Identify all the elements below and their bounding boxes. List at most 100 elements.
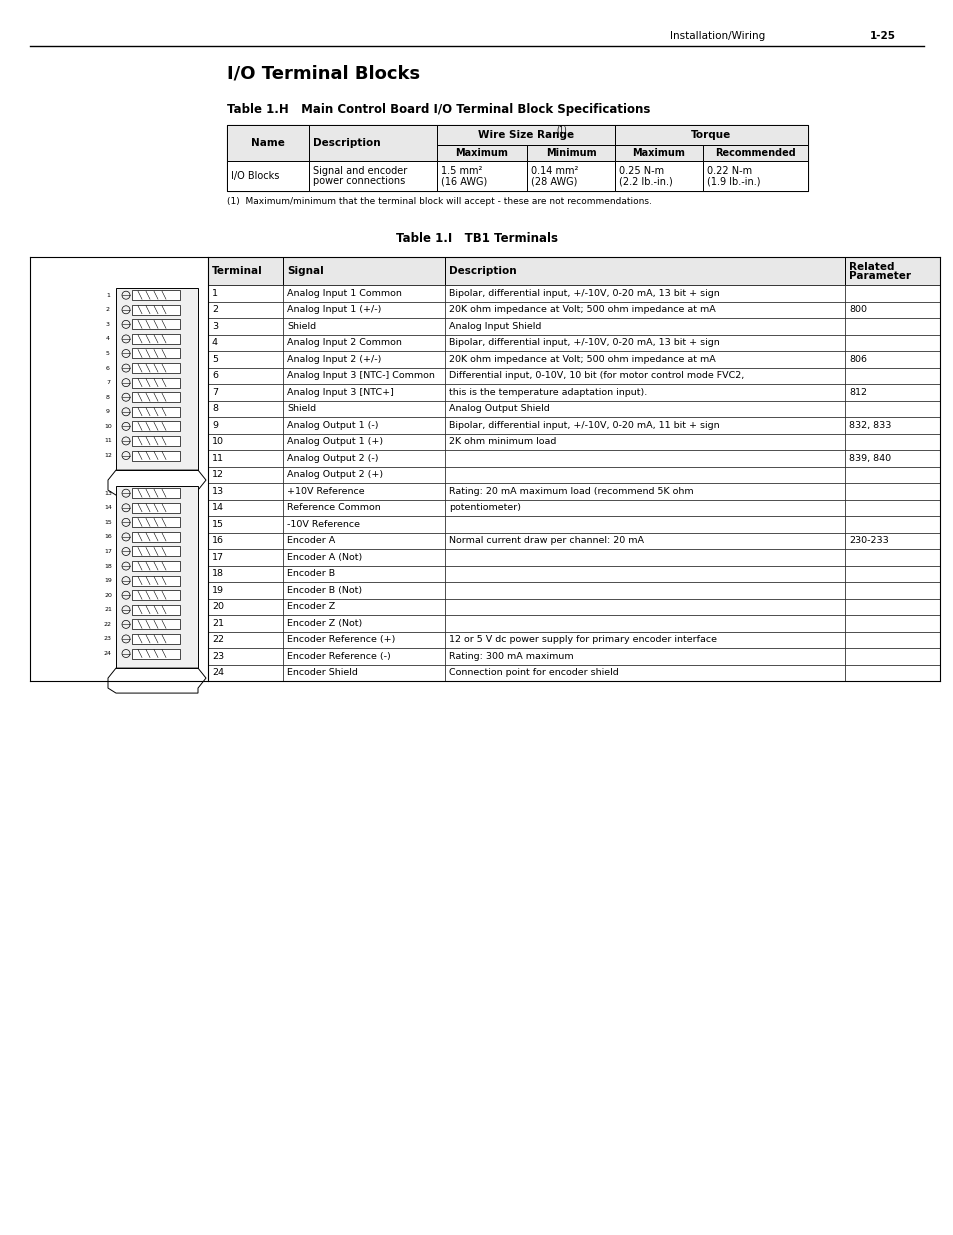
Text: Analog Input 2 (+/-): Analog Input 2 (+/-) [287,354,381,364]
Bar [283,550,444,566]
Text: Torque: Torque [691,130,731,140]
Text: Encoder A (Not): Encoder A (Not) [287,553,362,562]
Bar [283,317,444,335]
Bar [208,257,283,285]
Bar [844,664,939,680]
Text: 5: 5 [212,354,218,364]
Bar [208,285,283,301]
Text: 1: 1 [212,289,218,298]
Bar [436,125,615,144]
Bar [283,335,444,351]
Bar [844,599,939,615]
Text: 11: 11 [212,453,224,463]
Text: 18: 18 [212,569,224,578]
Text: 839, 840: 839, 840 [848,453,890,463]
Bar [283,351,444,368]
Text: 9: 9 [106,409,110,414]
Text: 6: 6 [106,366,110,370]
Bar [132,421,180,431]
Bar [309,161,436,191]
Bar [208,499,283,516]
Bar [444,317,844,335]
Text: 20: 20 [212,603,224,611]
Text: 14: 14 [212,503,224,513]
Bar [208,532,283,550]
Bar [283,615,444,631]
Text: 8: 8 [106,395,110,400]
Bar [208,335,283,351]
Text: 9: 9 [212,421,218,430]
Text: +10V Reference: +10V Reference [287,487,364,495]
Bar [844,467,939,483]
Bar [309,125,436,161]
Bar [132,348,180,358]
Bar [132,547,180,557]
Text: (1.9 lb.-in.): (1.9 lb.-in.) [706,177,760,186]
Bar [132,532,180,542]
Bar [615,161,702,191]
Text: 23: 23 [104,636,112,641]
Bar [444,664,844,680]
Bar [615,125,807,144]
Text: 8: 8 [212,404,218,414]
Bar [444,467,844,483]
Bar [844,351,939,368]
Text: -10V Reference: -10V Reference [287,520,359,529]
Bar [844,483,939,499]
Text: Signal and encoder: Signal and encoder [313,165,407,175]
Text: Rating: 20 mA maximum load (recommend 5K ohm: Rating: 20 mA maximum load (recommend 5K… [449,487,693,495]
Bar [283,301,444,317]
Bar [116,485,198,668]
Bar [844,516,939,532]
Text: power connections: power connections [313,177,405,186]
Text: Encoder A: Encoder A [287,536,335,545]
Text: 17: 17 [212,553,224,562]
Bar [283,285,444,301]
Text: Recommended: Recommended [715,148,795,158]
Bar [132,576,180,585]
Bar [132,436,180,446]
Bar [526,161,615,191]
Text: Encoder Shield: Encoder Shield [287,668,357,677]
Bar [208,615,283,631]
Bar [132,363,180,373]
Text: 6: 6 [212,372,218,380]
Bar [132,378,180,388]
Text: 3: 3 [212,322,218,331]
Text: (1): (1) [556,126,566,136]
Text: Description: Description [313,138,380,148]
Bar [844,384,939,400]
Text: Analog Output 2 (+): Analog Output 2 (+) [287,471,383,479]
Bar [132,451,180,461]
Text: 2: 2 [212,305,218,314]
Bar [844,532,939,550]
Bar [132,406,180,416]
Text: I/O Terminal Blocks: I/O Terminal Blocks [227,65,419,83]
Text: Encoder Reference (-): Encoder Reference (-) [287,652,391,661]
Bar [132,561,180,571]
Bar [283,450,444,467]
Bar [444,631,844,648]
Text: 230-233: 230-233 [848,536,888,545]
Bar [132,393,180,403]
Text: Maximum: Maximum [632,148,684,158]
Text: 20K ohm impedance at Volt; 500 ohm impedance at mA: 20K ohm impedance at Volt; 500 ohm imped… [449,354,715,364]
Bar [844,400,939,417]
Text: Installation/Wiring: Installation/Wiring [669,31,764,41]
Bar [444,483,844,499]
Text: Analog Input 1 (+/-): Analog Input 1 (+/-) [287,305,381,314]
Text: Bipolar, differential input, +/-10V, 0-20 mA, 13 bit + sign: Bipolar, differential input, +/-10V, 0-2… [449,338,719,347]
Bar [208,433,283,450]
Text: 3: 3 [106,322,110,327]
Text: 5: 5 [106,351,110,356]
Bar [208,317,283,335]
Text: Name: Name [251,138,285,148]
Text: Normal current draw per channel: 20 mA: Normal current draw per channel: 20 mA [449,536,643,545]
Text: 21: 21 [212,619,224,627]
Bar [844,257,939,285]
Text: 1.5 mm²: 1.5 mm² [440,165,482,175]
Bar [283,648,444,664]
Text: 7: 7 [106,380,110,385]
Bar [844,433,939,450]
Text: Maximum: Maximum [456,148,508,158]
